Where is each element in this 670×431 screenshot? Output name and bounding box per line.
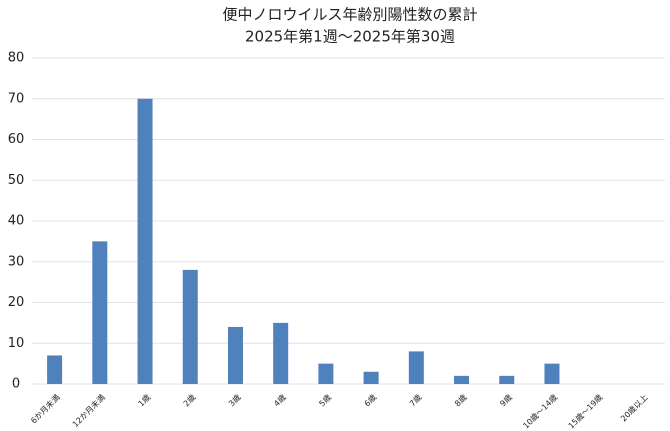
x-tick-label: 9歳 [498,392,514,408]
x-tick-label: 6か月未満 [28,392,61,425]
x-tick-label: 15歳～19歳 [566,392,604,430]
x-tick-label: 6歳 [362,392,378,408]
y-tick-label: 70 [8,91,25,106]
bar [227,326,243,384]
x-tick-label: 20歳以上 [618,392,649,423]
bar [47,355,63,384]
y-tick-label: 50 [8,173,25,188]
y-tick-label: 40 [8,214,25,229]
y-tick-label: 30 [8,254,25,269]
bar [273,322,289,384]
bar [544,363,560,384]
bar [454,375,470,384]
bar [92,241,108,384]
bar [499,375,515,384]
y-tick-label: 10 [8,336,25,351]
chart-title: 便中ノロウイルス年齢別陽性数の累計 [222,6,477,24]
chart-subtitle: 2025年第1週～2025年第30週 [245,28,455,46]
x-tick-label: 2歳 [181,392,197,408]
bar [363,371,379,384]
y-tick-label: 0 [12,377,20,392]
x-tick-label: 4歳 [272,392,288,408]
y-tick-label: 20 [8,295,25,310]
y-tick-label: 80 [8,51,25,66]
x-tick-label: 12か月未満 [70,392,107,429]
bar [318,363,334,384]
x-tick-label: 10歳～14歳 [521,392,559,430]
bar [182,269,198,384]
x-tick-label: 5歳 [317,392,333,408]
x-tick-label: 8歳 [452,392,468,408]
x-tick-label: 7歳 [407,392,423,408]
bar [137,98,153,384]
x-tick-label: 3歳 [226,392,242,408]
y-tick-label: 60 [8,132,25,147]
x-tick-label: 1歳 [136,392,152,408]
bar [408,351,424,384]
